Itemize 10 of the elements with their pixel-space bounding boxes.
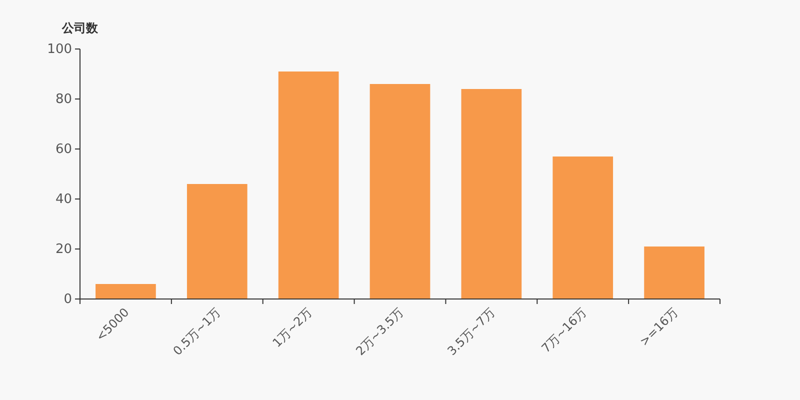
- y-tick-label: 60: [55, 142, 72, 157]
- x-tick-label: 0.5万~1万: [170, 305, 224, 358]
- y-tick-label: 80: [55, 92, 72, 107]
- y-tick-label: 20: [55, 242, 72, 257]
- x-tick-label: 3.5万~7万: [444, 305, 498, 358]
- y-tick-label: 100: [47, 42, 72, 57]
- x-tick-label: 1万~2万: [270, 305, 315, 350]
- y-axis-title: 公司数: [61, 21, 99, 35]
- y-tick-label: 40: [55, 192, 72, 207]
- y-tick-label: 0: [64, 292, 72, 307]
